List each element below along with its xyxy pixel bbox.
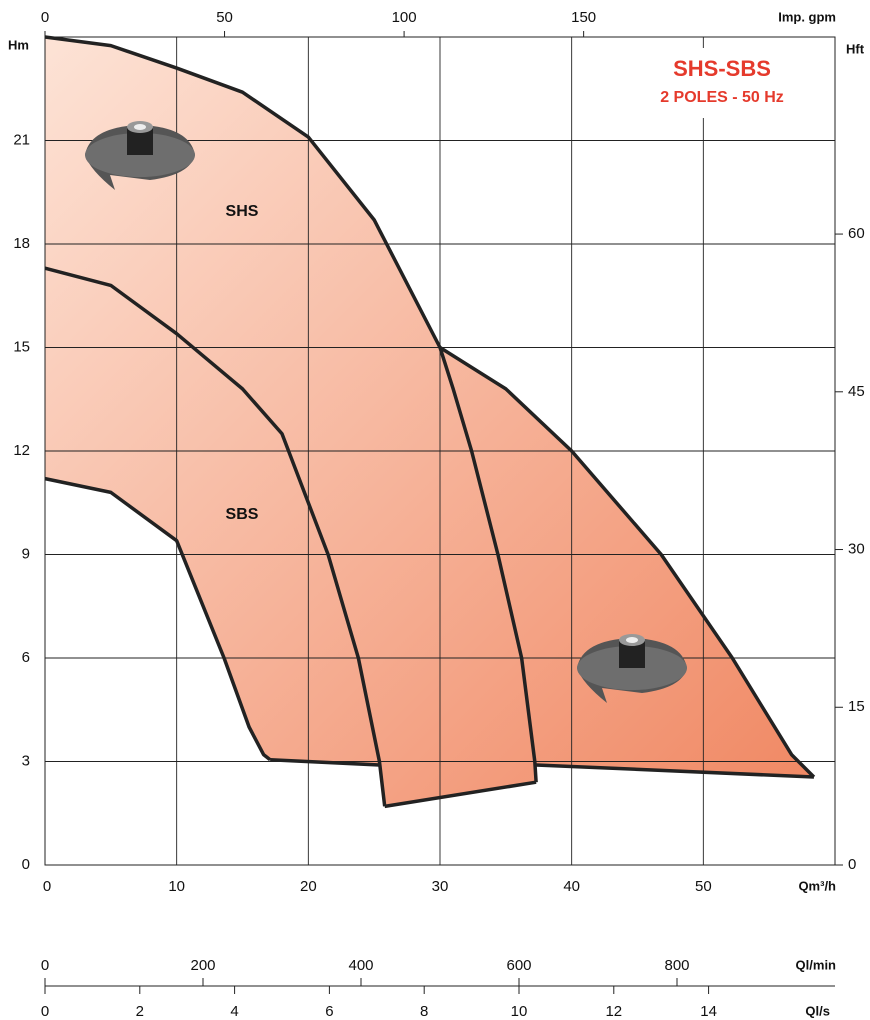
annotation: SHS [226,203,259,220]
x3-tick-label: 0 [41,957,49,974]
y-axis-label: Hm [8,37,29,52]
impeller-icon [577,634,687,703]
x4-axis-label: Ql/s [805,1003,830,1018]
chart-title: SHS-SBS [673,56,771,81]
x4-tick-label: 0 [41,1003,49,1020]
x2-tick-label: 150 [571,9,596,26]
title-box [620,48,830,118]
y-tick-label: 6 [22,649,30,666]
curve [384,780,537,809]
annotation: SBS [226,506,259,523]
x3-tick-label: 400 [348,957,373,974]
y-tick-label: 9 [22,545,30,562]
y2-tick-label: 45 [848,383,865,400]
curve [536,763,815,779]
x4-tick-label: 4 [230,1003,238,1020]
y-tick-label: 3 [22,752,30,769]
curve [438,346,538,783]
x4-tick-label: 6 [325,1003,333,1020]
x-tick-label: 10 [168,878,185,895]
curve [44,476,272,762]
y-tick-label: 21 [13,131,30,148]
x-tick-label: 40 [563,878,580,895]
impeller-icon [85,121,195,190]
x2-axis-label: Imp. gpm [778,9,836,24]
y2-axis-label: Hft [846,41,865,56]
x-axis-label: Qm³/h [798,878,836,893]
y-tick-label: 15 [13,338,30,355]
x4-tick-label: 12 [605,1003,622,1020]
x3-tick-label: 200 [190,957,215,974]
y-tick-label: 18 [13,235,30,252]
x4-tick-label: 8 [420,1003,428,1020]
curve [270,758,380,767]
curve [44,266,387,807]
x-tick-label: 0 [43,878,51,895]
x-tick-label: 50 [695,878,712,895]
x2-tick-label: 100 [392,9,417,26]
x2-tick-label: 0 [41,9,49,26]
x4-tick-label: 2 [136,1003,144,1020]
y-tick-label: 0 [22,856,30,873]
chart-subtitle: 2 POLES - 50 Hz [660,89,784,106]
y2-tick-label: 60 [848,225,865,242]
y2-tick-label: 15 [848,698,865,715]
y-tick-label: 12 [13,442,30,459]
y2-tick-label: 0 [848,856,856,873]
curve [439,346,816,779]
x3-axis-label: Ql/min [796,957,837,972]
shaded-area [45,37,814,807]
x3-tick-label: 600 [506,957,531,974]
x2-tick-label: 50 [216,9,233,26]
x-tick-label: 20 [300,878,317,895]
curve [44,35,442,349]
x4-tick-label: 14 [700,1003,717,1020]
x3-tick-label: 800 [664,957,689,974]
y2-tick-label: 30 [848,541,865,558]
x-tick-label: 30 [432,878,449,895]
x4-tick-label: 10 [511,1003,528,1020]
